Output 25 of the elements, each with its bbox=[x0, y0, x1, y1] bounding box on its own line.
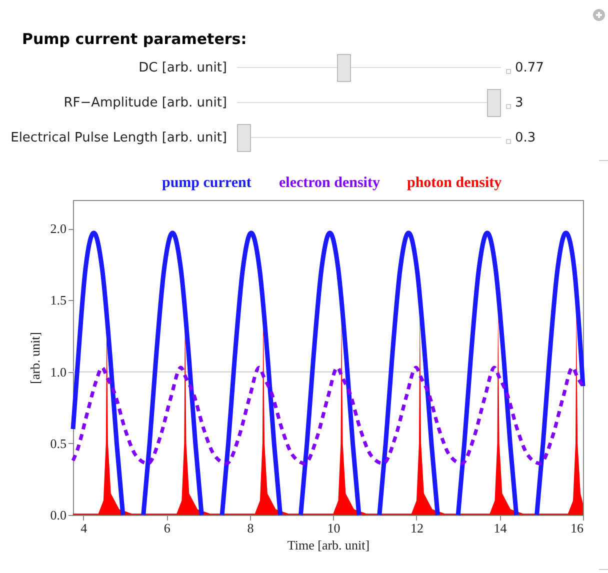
text: 0.77 bbox=[515, 60, 544, 76]
x-tick-label: 10 bbox=[327, 520, 340, 536]
text: DC [arb. unit] bbox=[138, 60, 227, 76]
y-tick-label: 1.5 bbox=[50, 292, 66, 308]
x-tick-label: 4 bbox=[80, 520, 88, 536]
text: 0.3 bbox=[515, 130, 536, 146]
y-tick-label: 0.5 bbox=[50, 436, 66, 451]
x-tick-label: 14 bbox=[494, 520, 508, 536]
x-tick-label: 12 bbox=[410, 520, 424, 536]
y-tick-label: 0.0 bbox=[50, 508, 66, 522]
y-tick-label: 1.0 bbox=[50, 364, 66, 380]
x-tick-label: 6 bbox=[164, 520, 171, 536]
text: pump current bbox=[162, 174, 252, 191]
x-tick-label: 8 bbox=[247, 520, 254, 536]
text: RF−Amplitude [arb. unit] bbox=[64, 96, 227, 110]
text: photon density bbox=[407, 174, 502, 191]
y-axis-title: [arb. unit] bbox=[27, 332, 42, 384]
x-axis-title: Time [arb. unit] bbox=[287, 538, 370, 552]
y-tick-label: 2.0 bbox=[50, 221, 66, 236]
text: Pump current parameters: bbox=[22, 30, 247, 48]
text: Electrical Pulse Length [arb. unit] bbox=[10, 130, 227, 146]
text: electron density bbox=[279, 174, 380, 191]
line-series bbox=[71, 366, 585, 466]
x-tick-label: 16 bbox=[570, 520, 584, 536]
text: 3 bbox=[515, 96, 524, 110]
